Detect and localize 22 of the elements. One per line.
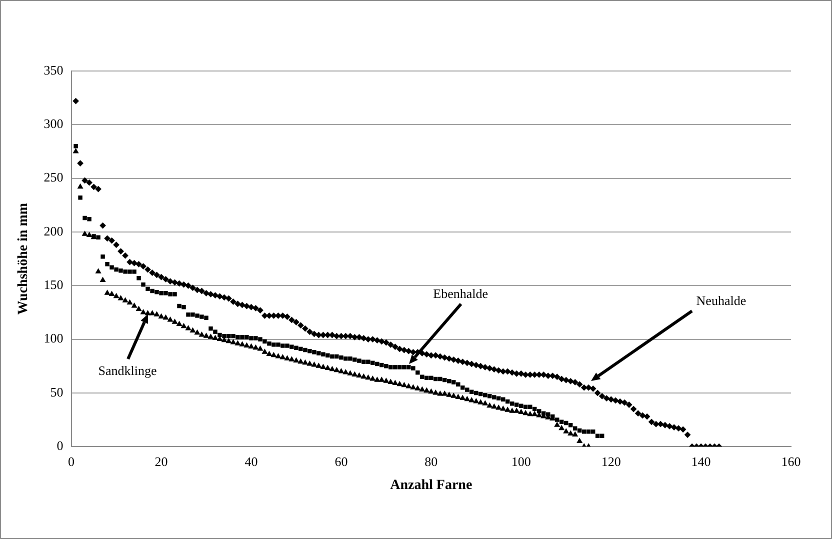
- y-tick-label: 200: [44, 223, 64, 238]
- x-tick-label: 20: [154, 454, 168, 469]
- annotation: Neuhalde: [696, 293, 746, 310]
- y-tick-label: 300: [44, 116, 64, 132]
- y-tick-label: 250: [44, 170, 64, 185]
- x-tick-label: 100: [511, 454, 531, 469]
- y-tick-label: 350: [44, 62, 64, 78]
- x-tick-label: 80: [424, 454, 438, 469]
- x-tick-label: 60: [334, 454, 348, 469]
- x-tick-label: 120: [601, 454, 621, 469]
- x-tick-label: 0: [68, 454, 75, 469]
- x-tick-label: 140: [691, 454, 711, 469]
- y-tick-label: 100: [44, 330, 64, 346]
- y-tick-label: 150: [44, 277, 64, 292]
- y-axis-title: Wuchshöhe in mm: [16, 202, 32, 315]
- x-tick-label: 40: [244, 454, 258, 469]
- x-tick-label: 160: [781, 454, 801, 469]
- annotation: Ebenhalde: [433, 286, 488, 302]
- y-tick-label: 0: [56, 438, 64, 454]
- annotation: Sandklinge: [98, 362, 157, 379]
- x-axis-title: Anzahl Farne: [390, 478, 472, 494]
- y-tick-label: 50: [50, 384, 64, 400]
